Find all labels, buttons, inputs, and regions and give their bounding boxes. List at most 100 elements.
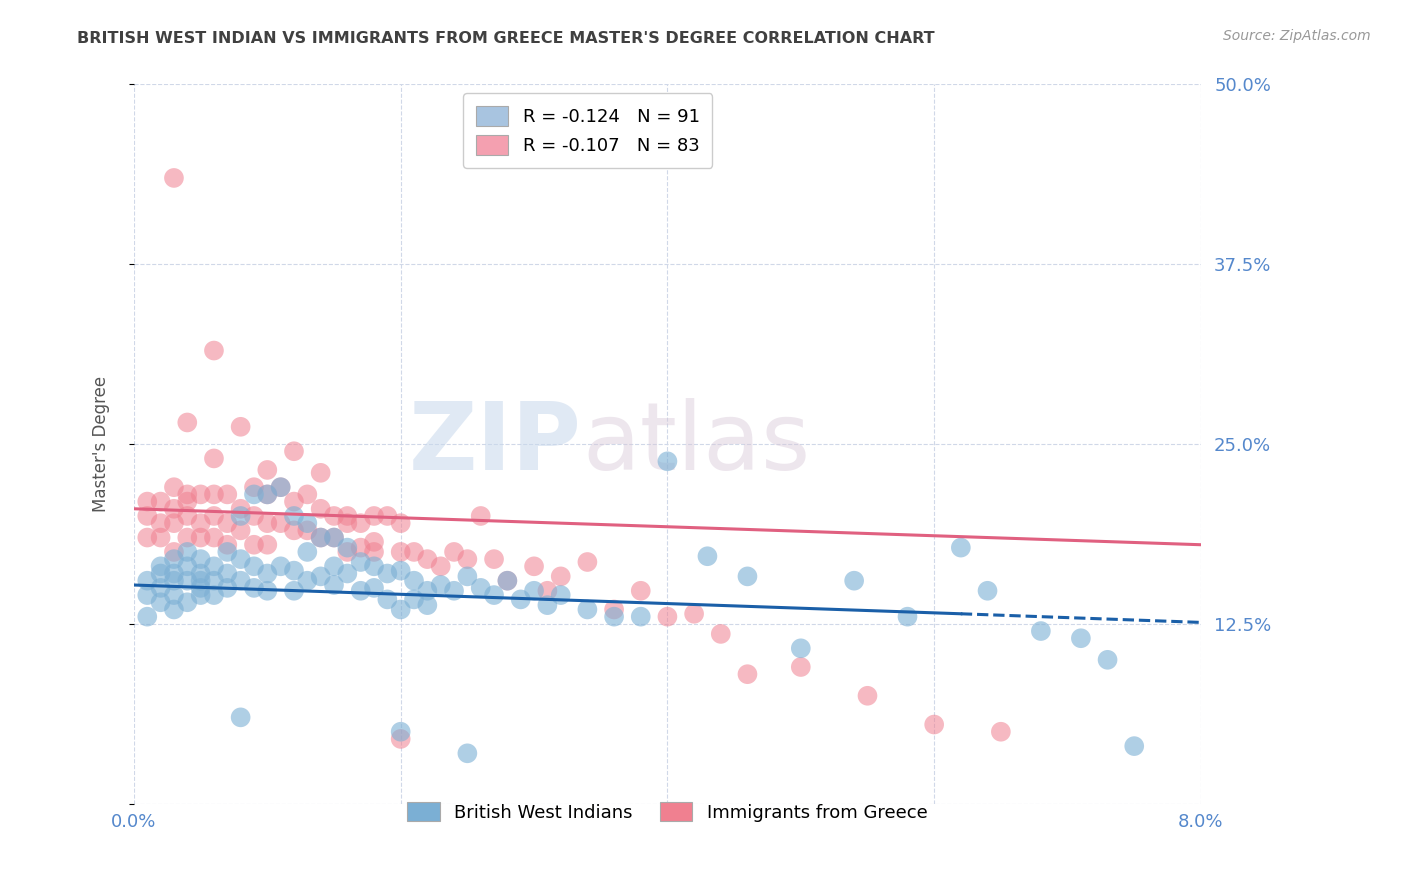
Point	[336, 541, 359, 555]
Point	[163, 552, 186, 566]
Point	[323, 559, 346, 574]
Point	[603, 609, 626, 624]
Point	[256, 463, 278, 477]
Point	[190, 581, 212, 595]
Point	[243, 538, 266, 552]
Point	[389, 516, 412, 531]
Point	[523, 559, 546, 574]
Point	[429, 559, 451, 574]
Point	[603, 602, 626, 616]
Point	[844, 574, 866, 588]
Point	[1097, 653, 1119, 667]
Point	[229, 524, 252, 538]
Point	[149, 581, 172, 595]
Point	[136, 588, 159, 602]
Point	[416, 598, 439, 612]
Point	[202, 559, 225, 574]
Point	[217, 566, 239, 581]
Point	[550, 569, 572, 583]
Point	[496, 574, 519, 588]
Point	[283, 524, 305, 538]
Point	[136, 531, 159, 545]
Point	[1029, 624, 1052, 638]
Point	[536, 583, 558, 598]
Point	[576, 555, 599, 569]
Point	[482, 552, 505, 566]
Point	[163, 170, 186, 185]
Point	[243, 508, 266, 523]
Text: atlas: atlas	[582, 398, 810, 490]
Point	[350, 541, 373, 555]
Point	[136, 574, 159, 588]
Point	[256, 538, 278, 552]
Point	[323, 531, 346, 545]
Point	[176, 494, 198, 508]
Point	[309, 531, 332, 545]
Point	[630, 609, 652, 624]
Point	[389, 724, 412, 739]
Point	[456, 569, 478, 583]
Point	[217, 487, 239, 501]
Point	[375, 508, 398, 523]
Point	[323, 508, 346, 523]
Point	[350, 516, 373, 531]
Point	[190, 552, 212, 566]
Point	[297, 545, 319, 559]
Point	[283, 444, 305, 458]
Point	[136, 508, 159, 523]
Point	[389, 564, 412, 578]
Point	[576, 602, 599, 616]
Point	[270, 559, 292, 574]
Point	[297, 574, 319, 588]
Point	[229, 508, 252, 523]
Point	[217, 581, 239, 595]
Point	[229, 501, 252, 516]
Point	[176, 559, 198, 574]
Point	[323, 578, 346, 592]
Point	[402, 592, 425, 607]
Point	[163, 480, 186, 494]
Point	[363, 581, 385, 595]
Point	[190, 588, 212, 602]
Point	[336, 516, 359, 531]
Point	[309, 569, 332, 583]
Point	[217, 538, 239, 552]
Point	[163, 588, 186, 602]
Point	[243, 581, 266, 595]
Point	[283, 583, 305, 598]
Point	[283, 494, 305, 508]
Point	[630, 583, 652, 598]
Point	[363, 559, 385, 574]
Point	[350, 583, 373, 598]
Point	[163, 501, 186, 516]
Point	[136, 609, 159, 624]
Point	[202, 531, 225, 545]
Point	[190, 574, 212, 588]
Point	[482, 588, 505, 602]
Point	[202, 574, 225, 588]
Point	[350, 555, 373, 569]
Point	[190, 566, 212, 581]
Point	[1123, 739, 1146, 753]
Point	[136, 494, 159, 508]
Point	[202, 508, 225, 523]
Point	[976, 583, 998, 598]
Point	[256, 516, 278, 531]
Point	[202, 487, 225, 501]
Point	[149, 559, 172, 574]
Point	[229, 574, 252, 588]
Point	[402, 545, 425, 559]
Point	[856, 689, 879, 703]
Point	[790, 641, 813, 656]
Point	[309, 466, 332, 480]
Point	[149, 566, 172, 581]
Point	[550, 588, 572, 602]
Point	[456, 552, 478, 566]
Y-axis label: Master's Degree: Master's Degree	[93, 376, 110, 512]
Point	[229, 552, 252, 566]
Point	[283, 508, 305, 523]
Point	[389, 731, 412, 746]
Point	[176, 487, 198, 501]
Point	[389, 545, 412, 559]
Text: BRITISH WEST INDIAN VS IMMIGRANTS FROM GREECE MASTER'S DEGREE CORRELATION CHART: BRITISH WEST INDIAN VS IMMIGRANTS FROM G…	[77, 31, 935, 46]
